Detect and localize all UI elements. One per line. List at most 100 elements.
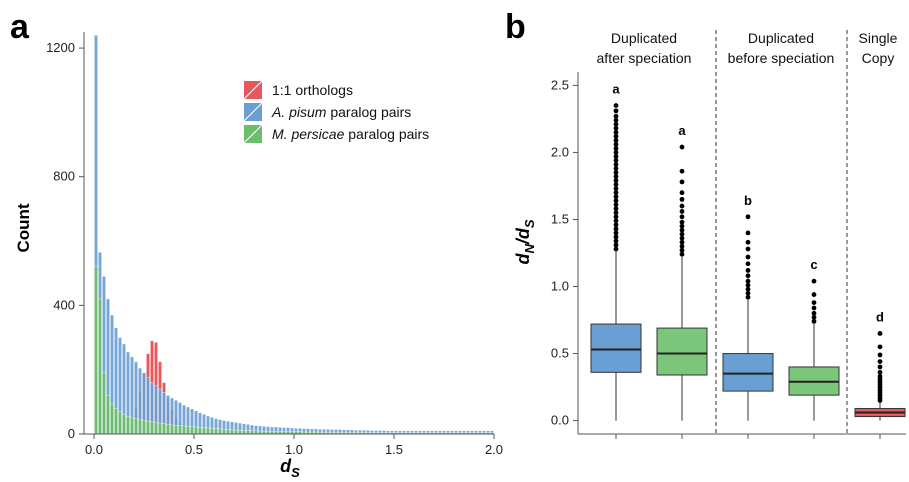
box bbox=[722, 353, 774, 392]
outlier-point bbox=[877, 344, 883, 350]
outlier-point bbox=[679, 231, 685, 237]
legend-label-mpersicae-rest: paralog pairs bbox=[344, 126, 429, 142]
outlier-point bbox=[613, 214, 619, 220]
histogram-bar bbox=[210, 428, 214, 435]
histogram-bar bbox=[98, 298, 102, 435]
histogram-bar bbox=[174, 425, 178, 435]
outlier-point bbox=[811, 310, 817, 316]
outlier-point bbox=[679, 251, 685, 257]
histogram-bar bbox=[226, 429, 230, 435]
outlier-point bbox=[679, 168, 685, 174]
outlier-point bbox=[679, 219, 685, 225]
histogram-bar bbox=[118, 411, 122, 435]
a-y-tick-label: 400 bbox=[53, 297, 75, 312]
outlier-point bbox=[679, 179, 685, 185]
histogram-bar bbox=[190, 426, 194, 435]
histogram-bar bbox=[230, 429, 234, 435]
significance-letter: d bbox=[876, 309, 884, 324]
legend-label-apisum: A. pisum paralog pairs bbox=[271, 104, 411, 120]
outlier-point bbox=[613, 174, 619, 179]
outlier-point bbox=[811, 305, 817, 311]
outlier-point bbox=[877, 352, 883, 358]
outlier-point bbox=[613, 186, 619, 192]
legend-label-apisum-rest: paralog pairs bbox=[326, 104, 411, 120]
outlier-point bbox=[613, 198, 619, 204]
histogram-bar bbox=[194, 426, 198, 435]
histogram-bar bbox=[214, 428, 218, 435]
outlier-point bbox=[613, 108, 619, 114]
outlier-point bbox=[613, 182, 619, 188]
b-y-tick-label: 2.0 bbox=[551, 144, 569, 159]
boxplots: a a b c d bbox=[590, 82, 906, 439]
histogram-bar bbox=[146, 420, 150, 435]
histogram-bar bbox=[242, 430, 246, 435]
outlier-point bbox=[877, 364, 883, 370]
legend-swatch-slash bbox=[243, 80, 263, 100]
legend-label-mpersicae: M. persicae paralog pairs bbox=[272, 126, 429, 142]
b-y-tick-label: 0.5 bbox=[551, 346, 569, 361]
histogram-bar bbox=[170, 424, 174, 435]
b-y-title-n: N bbox=[522, 244, 537, 254]
a-y-tick-label: 0 bbox=[68, 426, 75, 441]
box bbox=[656, 327, 708, 376]
significance-letter: a bbox=[678, 123, 686, 138]
boxplot-2: b bbox=[722, 193, 774, 439]
histogram-bar bbox=[102, 372, 106, 435]
b-y-title-d2: d bbox=[513, 227, 533, 239]
outlier-point bbox=[613, 210, 619, 216]
outlier-point bbox=[679, 223, 685, 229]
outlier-point bbox=[613, 142, 619, 147]
outlier-point bbox=[613, 158, 619, 163]
outlier-point bbox=[613, 150, 619, 155]
outlier-point bbox=[745, 239, 751, 245]
a-x-axis-title: dS bbox=[280, 456, 300, 480]
significance-letter: a bbox=[612, 82, 620, 97]
b-y-tick-label: 1.5 bbox=[551, 211, 569, 226]
outlier-point bbox=[613, 103, 619, 108]
outlier-point bbox=[613, 133, 619, 139]
series-1 bbox=[94, 35, 494, 435]
outlier-point bbox=[613, 222, 619, 228]
histogram-bar bbox=[246, 430, 250, 435]
b-y-tick-label: 2.5 bbox=[551, 77, 569, 92]
group-label-before-line1: Duplicated bbox=[748, 30, 814, 46]
outlier-point bbox=[679, 214, 685, 220]
histogram-bar bbox=[222, 428, 226, 435]
group-label-after-line1: Duplicated bbox=[611, 30, 677, 46]
outlier-point bbox=[613, 226, 619, 232]
outlier-point bbox=[613, 170, 619, 175]
outlier-point bbox=[613, 178, 619, 184]
outlier-point bbox=[877, 331, 883, 336]
histogram-bar bbox=[234, 429, 238, 435]
b-y-title-s: S bbox=[522, 219, 537, 228]
histogram-bar bbox=[238, 429, 242, 435]
histogram-bar bbox=[126, 416, 130, 435]
outlier-point bbox=[811, 300, 817, 306]
outlier-point bbox=[613, 154, 619, 159]
outlier-point bbox=[613, 166, 619, 171]
histogram-bar bbox=[138, 419, 142, 435]
legend-entry-mpersicae: M. persicae paralog pairs bbox=[243, 124, 429, 144]
b-y-ticks: 0.0 0.5 1.0 1.5 2.0 2.5 bbox=[551, 77, 578, 428]
histogram-bar bbox=[202, 427, 206, 435]
boxplot-3: c bbox=[788, 257, 840, 439]
outlier-point bbox=[613, 129, 619, 135]
outlier-point bbox=[613, 137, 619, 143]
outlier-point bbox=[679, 196, 685, 202]
outlier-point bbox=[613, 190, 619, 196]
boxplot-panel: Duplicated after speciation Duplicated b… bbox=[513, 30, 906, 439]
histogram-panel: 0 400 800 1200 0.0 0.5 1.0 1.5 2.0 Count dS 1:1… bbox=[14, 32, 503, 480]
outlier-point bbox=[613, 206, 619, 212]
a-y-ticks: 0 400 800 1200 bbox=[46, 40, 84, 441]
a-y-tick-label: 800 bbox=[53, 169, 75, 184]
outlier-point bbox=[745, 214, 751, 220]
outlier-point bbox=[811, 278, 817, 284]
legend-label-orthologs: 1:1 orthologs bbox=[272, 82, 353, 98]
histogram-bar bbox=[150, 421, 154, 435]
outlier-point bbox=[613, 121, 619, 127]
b-y-title-slash: / bbox=[513, 237, 533, 245]
histogram-bar bbox=[134, 418, 138, 435]
histogram-bar bbox=[154, 422, 158, 435]
outlier-point bbox=[745, 261, 751, 267]
